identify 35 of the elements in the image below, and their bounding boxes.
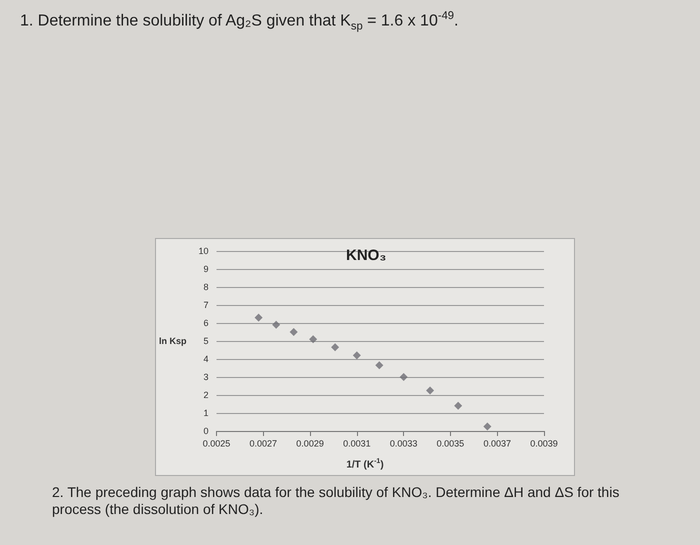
y-tick-label: 1 xyxy=(203,408,208,418)
y-tick-label: 3 xyxy=(203,372,208,382)
y-tick-label: 9 xyxy=(203,264,208,274)
point xyxy=(375,361,384,370)
x-tick-label: 0.0031 xyxy=(343,438,371,448)
x-tick-label: 0.0027 xyxy=(250,438,278,448)
y-tick-label: 8 xyxy=(203,282,208,292)
y-tick-label: 0 xyxy=(203,426,208,436)
point xyxy=(400,373,408,381)
point xyxy=(290,328,298,336)
point xyxy=(331,343,340,352)
x-axis-title: 1/T (K$^{-1}$) xyxy=(345,458,385,470)
point xyxy=(309,335,318,344)
point xyxy=(272,320,280,329)
y-axis-title: ln Ksp xyxy=(158,336,187,346)
y-tick-label: 4 xyxy=(203,354,208,364)
point xyxy=(426,386,434,394)
y-tick-label: 7 xyxy=(203,300,208,310)
x-tick-label: 0.0037 xyxy=(483,438,511,448)
text: 1. Determine the solubility of Ag₂S given that K$_{sp}$ = 1.6 x 10$^{-49}$. xyxy=(20,10,458,33)
x-tick-label: 0.0035 xyxy=(436,438,464,448)
point xyxy=(352,351,361,360)
chart-title: KNO₃ xyxy=(346,247,386,264)
x-tick-label: 0.0029 xyxy=(296,438,324,448)
y-tick-label: 2 xyxy=(203,390,208,400)
point xyxy=(254,314,263,322)
x-tick-label: 0.0033 xyxy=(390,438,418,448)
point xyxy=(454,402,462,410)
text: 2. The preceding graph shows data for the solubility of KNO₃. Determine ΔH and ΔS for this process (the dissolution of KNO₃). xyxy=(52,484,620,518)
y-tick-label: 10 xyxy=(198,246,208,256)
point xyxy=(483,422,492,430)
x-tick-label: 0.0039 xyxy=(530,438,558,448)
y-tick-label: 6 xyxy=(203,318,208,328)
y-tick-label: 5 xyxy=(203,336,208,346)
x-tick-label: 0.0025 xyxy=(202,438,230,448)
